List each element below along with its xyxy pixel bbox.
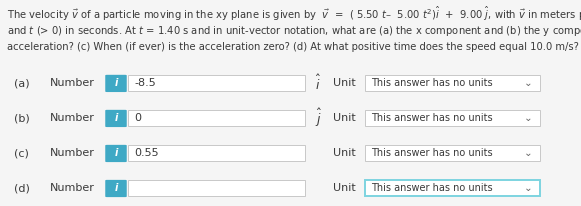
Text: The velocity $\vec{v}$ of a particle moving in the xy plane is given by  $\vec{v: The velocity $\vec{v}$ of a particle mov… <box>7 5 581 23</box>
Text: (a): (a) <box>14 78 30 88</box>
Text: $\hat{i}$: $\hat{i}$ <box>315 74 321 93</box>
Text: Unit: Unit <box>333 114 356 123</box>
FancyBboxPatch shape <box>365 145 540 162</box>
Text: ⌄: ⌄ <box>523 184 532 193</box>
FancyBboxPatch shape <box>105 180 127 197</box>
Text: 0.55: 0.55 <box>134 149 159 158</box>
FancyBboxPatch shape <box>105 75 127 92</box>
FancyBboxPatch shape <box>105 110 127 127</box>
Text: -8.5: -8.5 <box>134 78 156 88</box>
FancyBboxPatch shape <box>365 75 540 91</box>
FancyBboxPatch shape <box>128 180 305 197</box>
FancyBboxPatch shape <box>128 110 305 126</box>
FancyBboxPatch shape <box>105 145 127 162</box>
Text: Unit: Unit <box>333 149 356 158</box>
Text: i: i <box>114 149 118 158</box>
Text: i: i <box>114 184 118 193</box>
FancyBboxPatch shape <box>365 180 540 197</box>
Text: $\hat{j}$: $\hat{j}$ <box>315 107 322 130</box>
Text: This answer has no units: This answer has no units <box>371 184 493 193</box>
Text: Number: Number <box>50 78 95 88</box>
Text: Number: Number <box>50 184 95 193</box>
Text: This answer has no units: This answer has no units <box>371 149 493 158</box>
Text: (b): (b) <box>14 114 30 123</box>
Text: acceleration? (c) When (if ever) is the acceleration zero? (d) At what positive : acceleration? (c) When (if ever) is the … <box>7 42 579 52</box>
Text: i: i <box>114 114 118 123</box>
Text: Unit: Unit <box>333 78 356 88</box>
Text: ⌄: ⌄ <box>523 149 532 158</box>
Text: i: i <box>114 78 118 88</box>
Text: ⌄: ⌄ <box>523 114 532 123</box>
Text: This answer has no units: This answer has no units <box>371 114 493 123</box>
Text: This answer has no units: This answer has no units <box>371 78 493 88</box>
Text: (d): (d) <box>14 184 30 193</box>
Text: Number: Number <box>50 149 95 158</box>
Text: and $t$ (> 0) in seconds. At $t$ = 1.40 s and in unit-vector notation, what are : and $t$ (> 0) in seconds. At $t$ = 1.40 … <box>7 24 581 38</box>
FancyBboxPatch shape <box>128 75 305 91</box>
FancyBboxPatch shape <box>365 110 540 126</box>
FancyBboxPatch shape <box>128 145 305 162</box>
Text: Number: Number <box>50 114 95 123</box>
Text: 0: 0 <box>134 114 141 123</box>
Text: ⌄: ⌄ <box>523 78 532 88</box>
Text: (c): (c) <box>14 149 29 158</box>
Text: Unit: Unit <box>333 184 356 193</box>
